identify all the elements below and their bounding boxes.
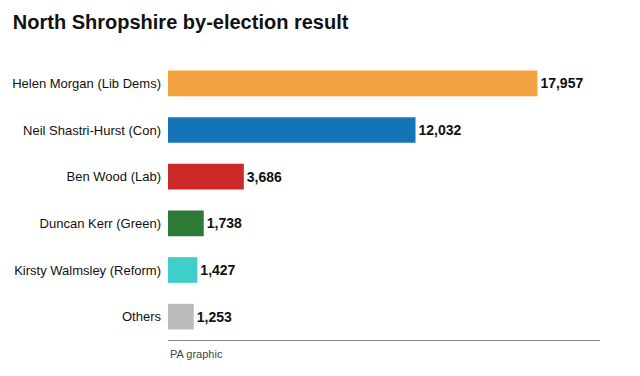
svg-text:Others: Others: [122, 309, 162, 324]
svg-text:12,032: 12,032: [419, 122, 462, 138]
svg-text:17,957: 17,957: [540, 75, 583, 91]
svg-text:3,686: 3,686: [247, 169, 282, 185]
svg-text:1,427: 1,427: [200, 262, 235, 278]
svg-text:PA graphic: PA graphic: [170, 348, 223, 360]
svg-text:Kirsty Walmsley (Reform): Kirsty Walmsley (Reform): [14, 263, 161, 278]
svg-text:1,738: 1,738: [207, 215, 242, 231]
svg-text:Duncan Kerr (Green): Duncan Kerr (Green): [40, 216, 161, 231]
svg-text:Helen Morgan (Lib Dems): Helen Morgan (Lib Dems): [12, 76, 161, 91]
svg-text:North Shropshire by-election r: North Shropshire by-election result: [13, 11, 349, 33]
svg-text:Neil Shastri-Hurst (Con): Neil Shastri-Hurst (Con): [23, 123, 161, 138]
svg-text:1,253: 1,253: [197, 309, 232, 325]
svg-text:Ben Wood (Lab): Ben Wood (Lab): [67, 169, 161, 184]
